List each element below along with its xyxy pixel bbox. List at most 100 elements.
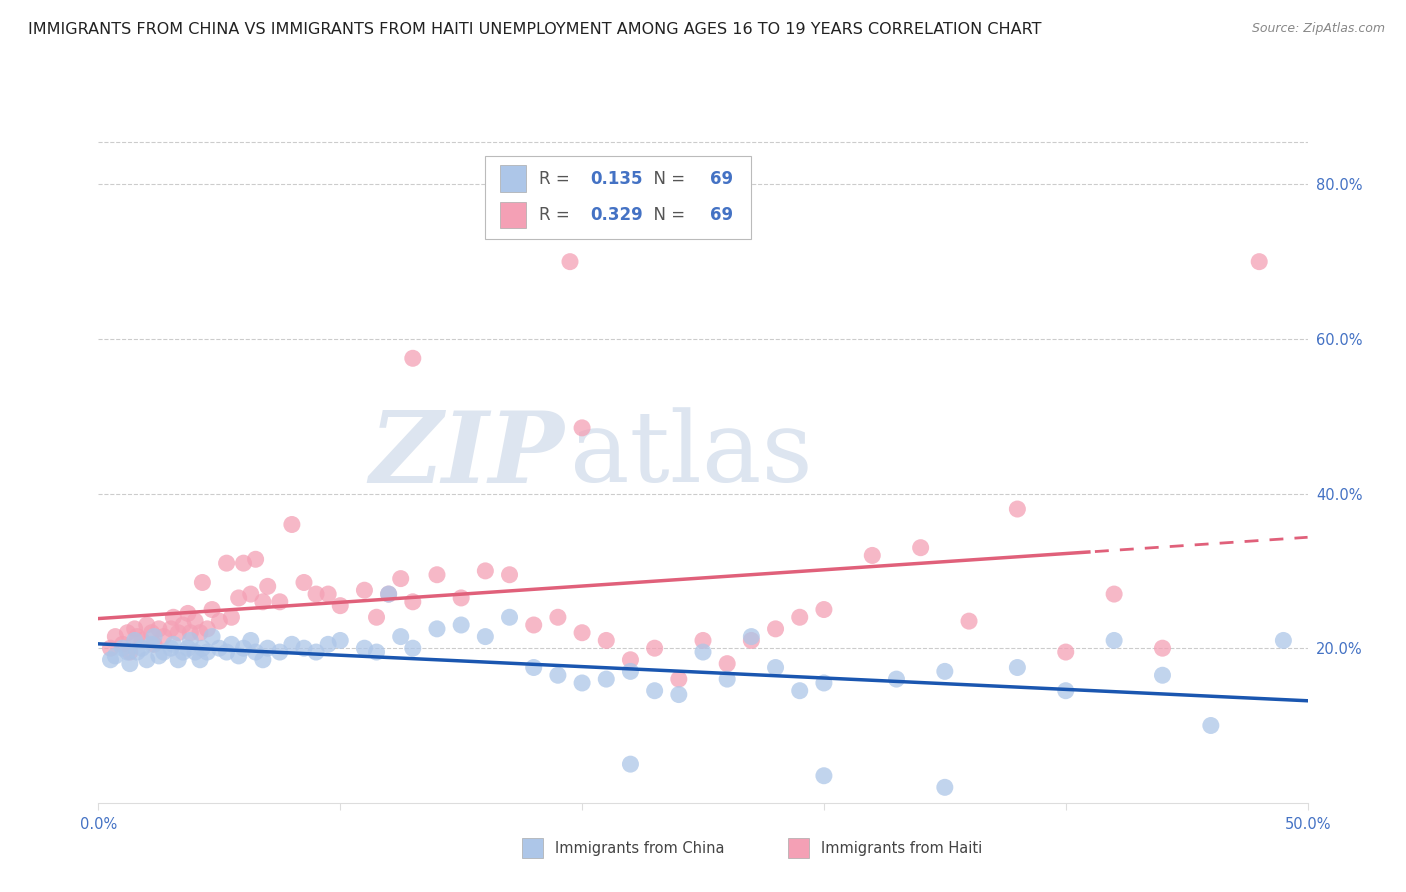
- Point: [366, 610, 388, 624]
- Point: [201, 630, 224, 644]
- Text: ZIP: ZIP: [368, 407, 564, 503]
- Point: [152, 630, 174, 644]
- Point: [184, 645, 207, 659]
- Point: [595, 633, 617, 648]
- Point: [135, 653, 157, 667]
- Point: [716, 672, 738, 686]
- Point: [179, 633, 201, 648]
- Point: [316, 637, 339, 651]
- Point: [177, 641, 200, 656]
- Point: [523, 660, 546, 674]
- Point: [162, 637, 184, 651]
- Point: [117, 625, 139, 640]
- Text: R =: R =: [538, 206, 575, 224]
- Point: [148, 622, 170, 636]
- Point: [402, 595, 425, 609]
- Text: 0.329: 0.329: [591, 206, 644, 224]
- Point: [195, 645, 218, 659]
- Point: [239, 633, 262, 648]
- Point: [281, 517, 304, 532]
- Point: [547, 610, 569, 624]
- Point: [498, 610, 520, 624]
- Point: [143, 637, 166, 651]
- Point: [1152, 668, 1174, 682]
- Point: [1007, 660, 1029, 674]
- Point: [619, 757, 641, 772]
- Point: [127, 630, 149, 644]
- Point: [179, 625, 201, 640]
- Point: [644, 683, 666, 698]
- Text: Immigrants from China: Immigrants from China: [555, 840, 725, 855]
- Point: [148, 648, 170, 663]
- Point: [571, 676, 593, 690]
- Point: [215, 645, 238, 659]
- Point: [1249, 254, 1271, 268]
- Point: [124, 633, 146, 648]
- Point: [426, 622, 449, 636]
- Point: [1199, 718, 1222, 732]
- Point: [124, 622, 146, 636]
- Point: [366, 645, 388, 659]
- Point: [167, 625, 190, 640]
- Point: [402, 351, 425, 366]
- Text: 0.135: 0.135: [591, 169, 643, 187]
- Point: [281, 637, 304, 651]
- Point: [619, 653, 641, 667]
- Bar: [522, 838, 543, 858]
- Point: [269, 645, 291, 659]
- Point: [118, 657, 141, 671]
- Point: [571, 625, 593, 640]
- Point: [1054, 645, 1077, 659]
- Text: Source: ZipAtlas.com: Source: ZipAtlas.com: [1251, 22, 1385, 36]
- Point: [256, 579, 278, 593]
- Point: [172, 645, 194, 659]
- Point: [765, 660, 787, 674]
- Point: [740, 630, 762, 644]
- Bar: [501, 166, 526, 192]
- Point: [141, 637, 163, 651]
- Point: [252, 595, 274, 609]
- Point: [595, 672, 617, 686]
- Point: [957, 614, 980, 628]
- Point: [692, 633, 714, 648]
- Point: [208, 641, 231, 656]
- Point: [135, 618, 157, 632]
- Point: [188, 625, 211, 640]
- Point: [269, 595, 291, 609]
- Point: [221, 637, 243, 651]
- Point: [389, 630, 412, 644]
- Point: [232, 556, 254, 570]
- Point: [221, 610, 243, 624]
- Point: [111, 637, 134, 651]
- Point: [644, 641, 666, 656]
- Point: [377, 587, 399, 601]
- FancyBboxPatch shape: [485, 156, 751, 239]
- Point: [474, 564, 496, 578]
- Point: [292, 575, 315, 590]
- Point: [127, 645, 149, 659]
- Point: [547, 668, 569, 682]
- Point: [305, 645, 328, 659]
- Point: [571, 421, 593, 435]
- Point: [184, 614, 207, 628]
- Point: [252, 653, 274, 667]
- Point: [162, 610, 184, 624]
- Point: [886, 672, 908, 686]
- Point: [228, 591, 250, 605]
- Point: [191, 575, 214, 590]
- Point: [195, 622, 218, 636]
- Point: [256, 641, 278, 656]
- Point: [305, 587, 328, 601]
- Point: [100, 641, 122, 656]
- Point: [160, 622, 183, 636]
- Point: [292, 641, 315, 656]
- Point: [329, 633, 352, 648]
- Point: [188, 653, 211, 667]
- Point: [111, 641, 134, 656]
- Bar: [787, 838, 810, 858]
- Point: [232, 641, 254, 656]
- Point: [740, 633, 762, 648]
- Point: [228, 648, 250, 663]
- Point: [813, 676, 835, 690]
- Point: [1102, 633, 1125, 648]
